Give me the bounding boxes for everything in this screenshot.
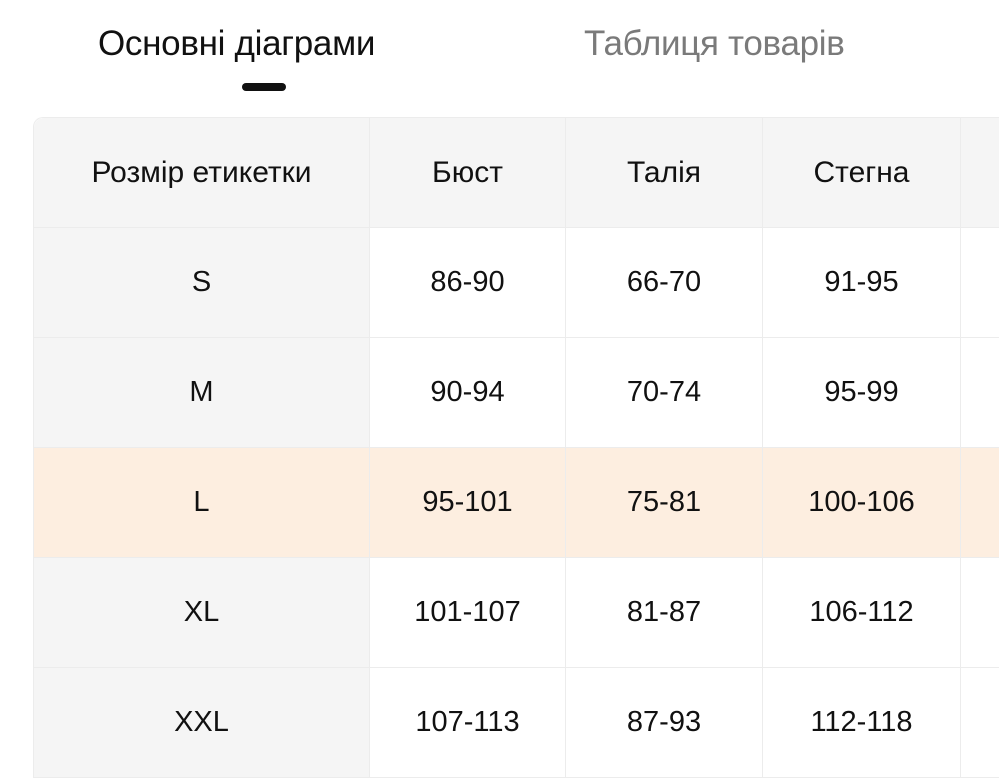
cell-waist: 87-93 [566, 668, 763, 777]
table-row: XXL 107-113 87-93 112-118 [34, 668, 999, 778]
size-chart-table: Розмір етикетки Бюст Талія Стегна S 86-90… [33, 117, 999, 778]
cell-hips: 95-99 [763, 338, 961, 447]
header-bust: Бюст [370, 118, 566, 227]
active-tab-indicator [242, 83, 286, 91]
cell-bust: 107-113 [370, 668, 566, 777]
cell-hips: 91-95 [763, 228, 961, 337]
table-row: S 86-90 66-70 91-95 [34, 228, 999, 338]
cell-size: L [34, 448, 370, 557]
cell-bust: 90-94 [370, 338, 566, 447]
header-hips: Стегна [763, 118, 961, 227]
cell-size: M [34, 338, 370, 447]
cell-bust: 86-90 [370, 228, 566, 337]
table-header-row: Розмір етикетки Бюст Талія Стегна [34, 118, 999, 228]
tab-product-table[interactable]: Таблиця товарів [584, 24, 845, 63]
header-label-size: Розмір етикетки [34, 118, 370, 227]
cell-bust: 95-101 [370, 448, 566, 557]
cell-extra [961, 228, 999, 337]
cell-bust: 101-107 [370, 558, 566, 667]
cell-size: XXL [34, 668, 370, 777]
table-row: L 95-101 75-81 100-106 [34, 448, 999, 558]
cell-extra [961, 668, 999, 777]
cell-waist: 75-81 [566, 448, 763, 557]
cell-hips: 106-112 [763, 558, 961, 667]
header-extra [961, 118, 999, 227]
table-row: M 90-94 70-74 95-99 [34, 338, 999, 448]
tab-main-charts[interactable]: Основні діаграми [98, 24, 376, 63]
cell-hips: 112-118 [763, 668, 961, 777]
cell-waist: 70-74 [566, 338, 763, 447]
cell-hips: 100-106 [763, 448, 961, 557]
table-row: XL 101-107 81-87 106-112 [34, 558, 999, 668]
cell-size: XL [34, 558, 370, 667]
cell-extra [961, 558, 999, 667]
header-waist: Талія [566, 118, 763, 227]
cell-waist: 66-70 [566, 228, 763, 337]
cell-size: S [34, 228, 370, 337]
cell-waist: 81-87 [566, 558, 763, 667]
table-body: S 86-90 66-70 91-95 M 90-94 70-74 95-99 L 95-101 7… [34, 228, 999, 778]
cell-extra [961, 448, 999, 557]
cell-extra [961, 338, 999, 447]
